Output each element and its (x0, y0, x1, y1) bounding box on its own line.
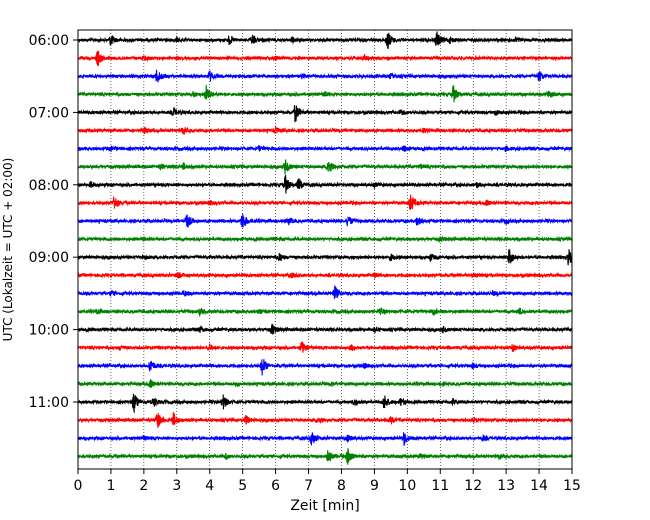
trace-row-0845 (77, 235, 573, 244)
x-tick-label-10: 10 (398, 478, 416, 494)
plot-frame (77, 29, 573, 470)
y-tick-label-5: 11:00 (29, 395, 69, 411)
y-axis-ticks: 06:00 07:00 08:00 09:00 10:00 11:00 (29, 33, 78, 411)
x-tick-label-8: 8 (337, 478, 346, 494)
x-tick-label-13: 13 (497, 478, 515, 494)
trace-row-1015 (77, 341, 573, 353)
x-axis-title: Zeit [min] (290, 498, 359, 514)
x-tick-label-3: 3 (172, 478, 181, 494)
trace-row-0945 (77, 307, 573, 318)
x-tick-label-5: 5 (238, 478, 247, 494)
trace-row-1000 (77, 323, 573, 335)
y-tick-label-4: 10:00 (29, 323, 69, 339)
trace-row-0915 (77, 271, 573, 280)
trace-row-0715 (77, 125, 573, 135)
trace-row-1045 (77, 379, 573, 389)
trace-row-0815 (77, 194, 573, 210)
y-axis-title: UTC (Lokalzeit = UTC + 02:00) (1, 158, 15, 342)
x-tick-label-2: 2 (139, 478, 148, 494)
x-tick-label-12: 12 (464, 478, 482, 494)
x-tick-label-7: 7 (304, 478, 313, 494)
x-tick-label-11: 11 (431, 478, 449, 494)
trace-row-0615 (77, 50, 573, 67)
x-tick-label-1: 1 (106, 478, 115, 494)
x-tick-label-9: 9 (370, 478, 379, 494)
trace-row-0700 (77, 105, 573, 123)
trace-row-1145 (77, 448, 573, 465)
x-tick-label-6: 6 (271, 478, 280, 494)
trace-row-0900 (77, 249, 573, 266)
trace-row-0930 (77, 285, 573, 299)
trace-row-0800 (77, 174, 573, 194)
trace-row-1030 (77, 359, 573, 376)
x-tick-label-15: 15 (563, 478, 581, 494)
trace-row-0830 (77, 213, 573, 228)
trace-row-0600 (77, 31, 573, 50)
x-tick-label-0: 0 (74, 478, 83, 494)
trace-row-0645 (77, 84, 573, 103)
trace-group (77, 31, 573, 465)
trace-row-0730 (77, 144, 573, 153)
trace-row-1130 (77, 432, 573, 446)
grid-lines (110, 30, 540, 469)
trace-row-1100 (77, 393, 573, 414)
y-tick-label-2: 08:00 (29, 178, 69, 194)
y-tick-label-3: 09:00 (29, 250, 69, 266)
trace-row-1115 (77, 412, 573, 428)
y-tick-label-0: 06:00 (29, 33, 69, 49)
trace-row-0745 (77, 159, 573, 175)
y-tick-label-1: 07:00 (29, 105, 69, 121)
trace-row-0630 (77, 69, 573, 83)
x-tick-label-14: 14 (530, 478, 548, 494)
x-tick-label-4: 4 (205, 478, 214, 494)
x-axis-ticks: 0 1 2 3 4 5 6 7 8 9 10 11 12 13 14 15 (74, 469, 581, 494)
